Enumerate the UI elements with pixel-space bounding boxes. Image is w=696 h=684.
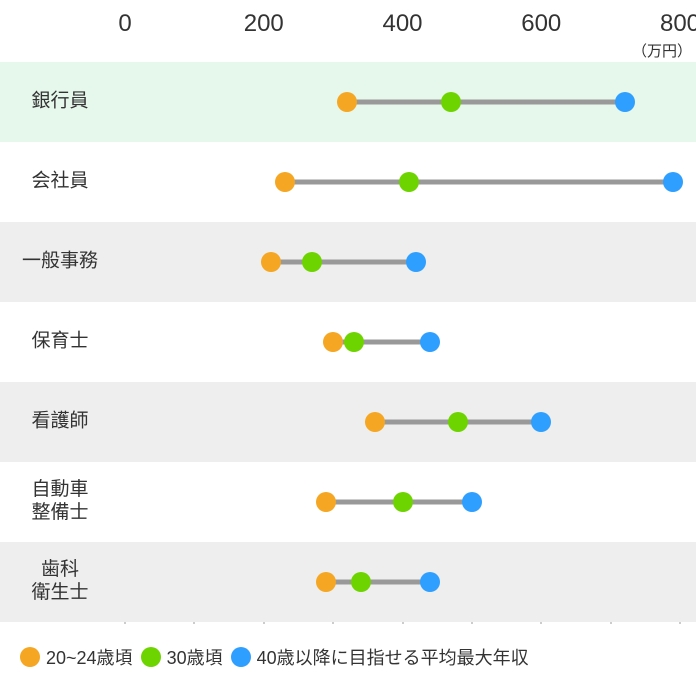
legend-marker-icon: [231, 647, 251, 667]
chart-row: 歯科 衛生士: [0, 542, 696, 622]
row-label: 一般事務: [0, 251, 120, 274]
range-line: [326, 580, 430, 585]
marker-young: [316, 492, 336, 512]
chart-rows: 銀行員会社員一般事務保育士看護師自動車 整備士歯科 衛生士: [0, 62, 696, 624]
row-label: 会社員: [0, 171, 120, 194]
chart-row: 看護師: [0, 382, 696, 462]
chart-row: 会社員: [0, 142, 696, 222]
row-label: 銀行員: [0, 91, 120, 114]
axis-tick-label: 0: [118, 10, 131, 38]
marker-max: [462, 492, 482, 512]
marker-young: [261, 252, 281, 272]
row-label: 看護師: [0, 411, 120, 434]
unit-label: （万円）: [632, 40, 692, 61]
salary-range-chart: 0 200 400 600 800 銀行員会社員一般事務保育士看護師自動車 整備士歯科 …: [0, 0, 696, 684]
marker-mid: [441, 92, 461, 112]
marker-young: [337, 92, 357, 112]
marker-max: [420, 332, 440, 352]
marker-mid: [344, 332, 364, 352]
axis-tick-label: 800: [660, 10, 696, 38]
legend-item: 20~24歳頃: [20, 644, 133, 670]
row-label: 歯科 衛生士: [0, 559, 120, 605]
chart-row: 銀行員: [0, 62, 696, 142]
marker-mid: [302, 252, 322, 272]
marker-max: [406, 252, 426, 272]
marker-mid: [448, 412, 468, 432]
marker-max: [420, 572, 440, 592]
legend-item: 30歳頃: [141, 644, 223, 670]
marker-young: [275, 172, 295, 192]
chart-row: 一般事務: [0, 222, 696, 302]
legend-label: 40歳以降に目指せる平均最大年収: [257, 644, 529, 670]
range-line: [285, 180, 674, 185]
chart-row: 自動車 整備士: [0, 462, 696, 542]
marker-mid: [399, 172, 419, 192]
range-line: [347, 100, 625, 105]
marker-young: [365, 412, 385, 432]
marker-mid: [393, 492, 413, 512]
legend-label: 30歳頃: [167, 644, 223, 670]
axis-tick-label: 600: [521, 10, 561, 38]
marker-max: [615, 92, 635, 112]
legend-label: 20~24歳頃: [46, 644, 133, 670]
row-label: 自動車 整備士: [0, 479, 120, 525]
marker-max: [663, 172, 683, 192]
legend-marker-icon: [20, 647, 40, 667]
legend: 20~24歳頃 30歳頃 40歳以降に目指せる平均最大年収: [20, 644, 676, 670]
marker-young: [316, 572, 336, 592]
marker-max: [531, 412, 551, 432]
row-label: 保育士: [0, 331, 120, 354]
axis-tick-label: 400: [382, 10, 422, 38]
legend-marker-icon: [141, 647, 161, 667]
range-line: [271, 260, 417, 265]
marker-young: [323, 332, 343, 352]
marker-mid: [351, 572, 371, 592]
axis-tick-label: 200: [244, 10, 284, 38]
legend-item: 40歳以降に目指せる平均最大年収: [231, 644, 529, 670]
chart-row: 保育士: [0, 302, 696, 382]
